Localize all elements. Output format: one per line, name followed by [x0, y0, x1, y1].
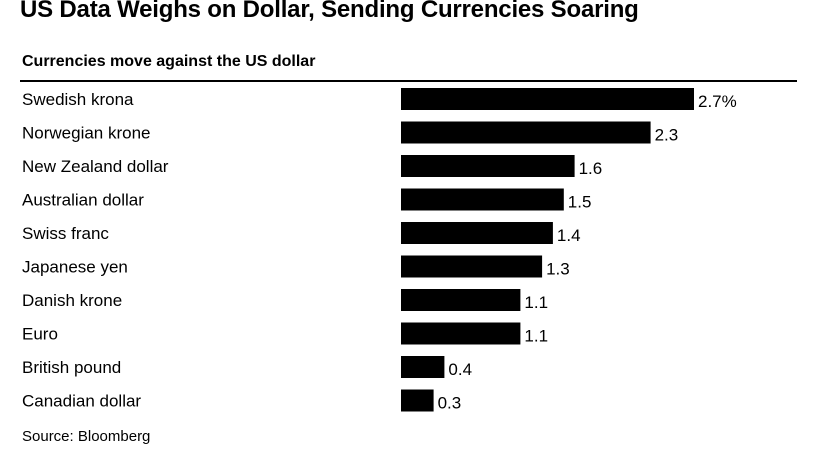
category-label-canadian-dollar: Canadian dollar [22, 392, 141, 411]
value-label-australian-dollar: 1.5 [568, 193, 592, 212]
category-label-british-pound: British pound [22, 358, 121, 377]
bar-australian-dollar [401, 188, 564, 211]
category-label-danish-krone: Danish krone [22, 291, 122, 310]
value-label-swedish-krona: 2.7% [698, 92, 737, 111]
bar-euro [401, 322, 521, 345]
value-label-euro: 1.1 [524, 327, 548, 346]
bar-danish-krone [401, 289, 521, 311]
category-label-new-zealand-dollar: New Zealand dollar [22, 157, 169, 176]
category-label-swiss-franc: Swiss franc [22, 224, 109, 243]
value-label-danish-krone: 1.1 [524, 293, 548, 312]
header-rule [20, 80, 797, 82]
value-label-canadian-dollar: 0.3 [438, 394, 462, 413]
bar-new-zealand-dollar [401, 155, 575, 177]
bar-swedish-krona [401, 88, 694, 110]
value-label-british-pound: 0.4 [448, 360, 472, 379]
category-label-japanese-yen: Japanese yen [22, 258, 128, 277]
bar-british-pound [401, 356, 445, 378]
category-label-euro: Euro [22, 325, 58, 344]
category-label-norwegian-krone: Norwegian krone [22, 124, 151, 143]
value-label-japanese-yen: 1.3 [546, 260, 570, 279]
source-note: Source: Bloomberg [22, 428, 151, 445]
bar-japanese-yen [401, 255, 543, 278]
category-label-australian-dollar: Australian dollar [22, 191, 144, 210]
value-label-norwegian-krone: 2.3 [655, 126, 679, 145]
chart-title: US Data Weighs on Dollar, Sending Curren… [20, 0, 639, 23]
category-label-swedish-krona: Swedish krona [22, 90, 134, 109]
value-label-swiss-franc: 1.4 [557, 226, 581, 245]
bar-norwegian-krone [401, 121, 651, 144]
chart-subtitle: Currencies move against the US dollar [22, 53, 316, 70]
value-label-new-zealand-dollar: 1.6 [579, 159, 603, 178]
bar-swiss-franc [401, 222, 553, 244]
bar-canadian-dollar [401, 389, 434, 412]
